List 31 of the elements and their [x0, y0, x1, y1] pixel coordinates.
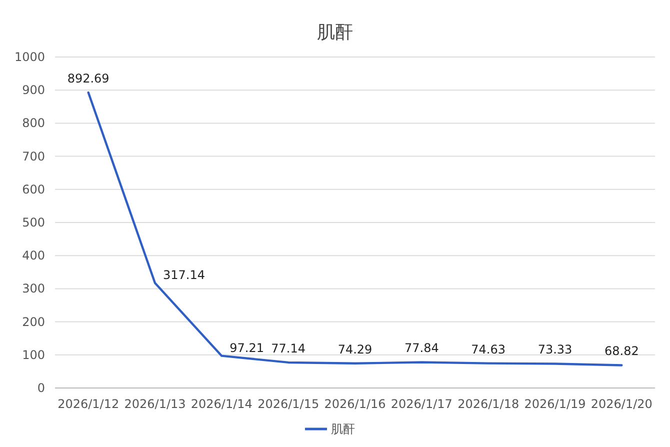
y-tick-label: 400: [22, 248, 45, 263]
y-tick-label: 800: [22, 116, 45, 130]
y-tick-label: 500: [22, 216, 45, 230]
x-tick-label: 2026/1/16: [324, 397, 386, 411]
data-label: 74.63: [471, 342, 506, 356]
y-tick-label: 0: [37, 381, 45, 395]
y-tick-label: 900: [22, 83, 45, 98]
y-tick-label: 300: [22, 282, 45, 296]
chart-title: 肌酐: [317, 22, 353, 43]
data-label: 77.14: [271, 341, 306, 356]
data-label: 892.69: [67, 72, 110, 86]
x-tick-label: 2026/1/14: [190, 397, 252, 411]
y-tick-label: 700: [22, 149, 45, 164]
x-tick-label: 2026/1/17: [390, 397, 452, 411]
y-tick-label: 1000: [14, 50, 45, 64]
x-tick-label: 2026/1/20: [590, 397, 652, 411]
x-tick-label: 2026/1/15: [258, 397, 320, 411]
x-tick-label: 2026/1/19: [524, 397, 586, 411]
data-label: 74.29: [338, 342, 372, 356]
legend-label: 肌酐: [331, 422, 355, 436]
data-label: 73.33: [538, 342, 572, 357]
data-label: 317.14: [163, 268, 205, 282]
x-tick-label: 2026/1/12: [58, 397, 120, 411]
data-label: 68.82: [604, 344, 639, 358]
y-tick-label: 200: [22, 314, 45, 329]
y-tick-label: 100: [22, 348, 45, 362]
x-tick-label: 2026/1/13: [124, 397, 186, 411]
x-tick-label: 2026/1/18: [458, 397, 520, 411]
data-label: 77.84: [404, 341, 439, 356]
data-label: 97.21: [230, 340, 264, 355]
y-tick-label: 600: [22, 182, 45, 196]
